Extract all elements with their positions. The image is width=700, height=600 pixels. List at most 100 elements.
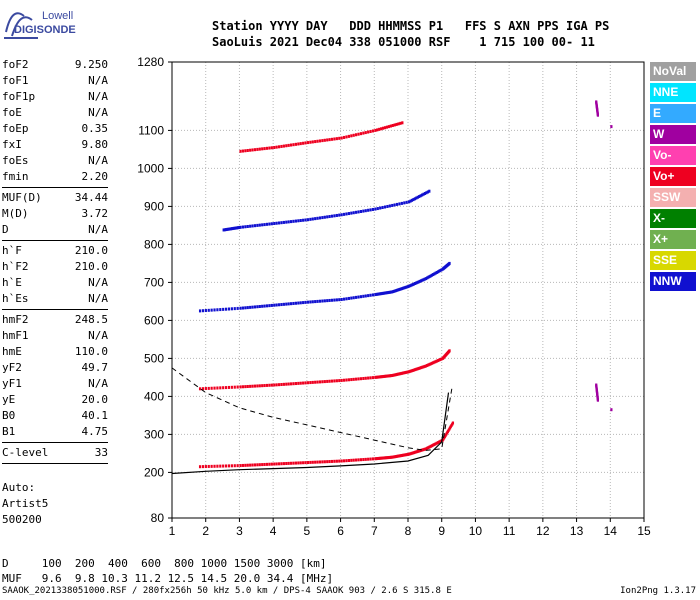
trace-point: [330, 379, 334, 383]
trace-point: [326, 299, 329, 303]
trace-point: [414, 281, 417, 285]
trace-point: [412, 282, 416, 286]
trace-point: [234, 226, 237, 230]
trace-point: [596, 398, 599, 402]
trace-point: [207, 464, 210, 468]
trace-point: [330, 137, 334, 141]
trace-point: [380, 375, 383, 379]
trace-point: [290, 220, 293, 224]
trace-point: [388, 290, 391, 294]
trace-point: [436, 270, 440, 274]
trace-point: [385, 291, 388, 295]
trace-point: [427, 363, 430, 367]
trace-point: [277, 462, 281, 466]
trace-point: [304, 141, 307, 145]
trace-point: [330, 298, 334, 302]
y-tick-label: 1000: [137, 161, 164, 175]
param-value: 40.1: [81, 409, 109, 422]
trace-point: [426, 276, 429, 280]
param-key: h`F2: [2, 260, 29, 273]
param-key: h`E: [2, 276, 22, 289]
auto-line2: Artist5: [2, 497, 49, 510]
trace-point: [270, 383, 273, 387]
trace-point: [299, 301, 302, 305]
trace-point: [408, 284, 411, 288]
trace-point: [429, 444, 432, 448]
trace-point: [204, 465, 207, 469]
trace-point: [394, 289, 397, 293]
trace-point: [321, 299, 324, 303]
trace-point: [204, 309, 207, 313]
trace-point: [381, 456, 384, 460]
param-key: foEp: [2, 122, 29, 135]
trace-point: [318, 460, 322, 464]
trace-point: [352, 133, 355, 137]
trace-point: [375, 375, 378, 379]
trace-point: [309, 217, 312, 221]
trace-point: [355, 295, 358, 299]
trace-point: [244, 463, 247, 467]
param-row: fxI 9.80: [2, 137, 108, 153]
trace-point: [304, 218, 307, 222]
polarization-legend: NoVal NNE E W Vo- Vo+ SSW X- X+ SSE NNW: [650, 62, 696, 293]
trace-point: [233, 464, 236, 468]
trace-point: [241, 463, 245, 467]
trace-point: [401, 453, 405, 457]
trace-point: [419, 194, 422, 198]
trace-point: [395, 122, 398, 126]
trace-point: [323, 380, 326, 384]
param-row: fmin 2.20: [2, 169, 108, 185]
trace-point: [330, 214, 334, 218]
trace-point: [362, 458, 365, 462]
trace-point: [321, 216, 324, 220]
param-row: yF1 N/A: [2, 376, 108, 392]
trace-point: [318, 299, 322, 303]
trace-point: [239, 149, 242, 153]
trace-point: [395, 288, 399, 292]
trace-point: [270, 222, 273, 226]
y-tick-label: 900: [144, 199, 164, 213]
trace-point: [227, 307, 231, 311]
trace-point: [377, 292, 381, 296]
trace-point: [201, 309, 205, 313]
trace-point: [355, 210, 358, 214]
trace-point: [251, 463, 254, 467]
trace-point: [423, 277, 426, 281]
trace-point: [374, 207, 377, 211]
trace-point: [364, 294, 367, 298]
x-tick-label: 10: [469, 524, 483, 538]
trace-point: [381, 206, 384, 210]
trace-point: [376, 207, 379, 211]
trace-point: [401, 371, 405, 375]
trace-point: [273, 303, 276, 307]
trace-point: [421, 448, 424, 452]
trace-point: [219, 308, 222, 312]
param-key: hmE: [2, 345, 22, 358]
y-tick-label: 1280: [137, 55, 164, 69]
trace-point: [326, 215, 329, 219]
trace-point: [440, 268, 443, 272]
trace-point: [420, 279, 423, 283]
trace-point: [198, 387, 202, 391]
trace-point: [311, 217, 314, 221]
trace-point: [383, 205, 387, 209]
trace-point: [244, 385, 247, 389]
trace-point: [350, 211, 353, 215]
trace-point: [299, 219, 302, 223]
trace-point: [309, 460, 312, 464]
trace-point: [226, 227, 229, 231]
y-tick-label: 800: [144, 237, 164, 251]
trace-point: [268, 222, 271, 226]
trace-point: [282, 144, 285, 148]
trace-point: [306, 141, 310, 145]
trace-point: [428, 362, 431, 366]
trace-point: [415, 367, 418, 371]
trace-point: [393, 203, 396, 207]
trace-point: [382, 374, 385, 378]
trace-point: [435, 441, 438, 445]
trace-point: [263, 462, 266, 466]
trace-point: [427, 275, 430, 279]
trace-point: [392, 289, 395, 293]
trace-point: [413, 197, 416, 201]
trace-point: [357, 132, 360, 136]
